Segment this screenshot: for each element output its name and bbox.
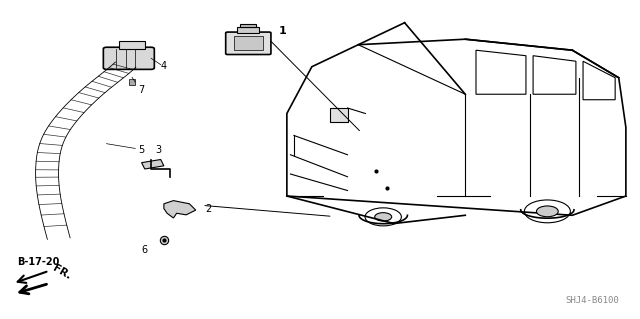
Circle shape: [536, 206, 558, 217]
Text: 2: 2: [205, 204, 212, 213]
Polygon shape: [330, 108, 348, 122]
FancyBboxPatch shape: [103, 47, 154, 69]
Text: 1: 1: [278, 26, 286, 36]
Text: FR.: FR.: [51, 263, 73, 281]
Bar: [119, 41, 145, 49]
Polygon shape: [141, 160, 164, 169]
FancyBboxPatch shape: [226, 32, 271, 55]
Text: 4: 4: [161, 61, 167, 71]
Text: SHJ4-B6100: SHJ4-B6100: [566, 296, 620, 305]
Bar: [237, 27, 259, 33]
Bar: [241, 24, 256, 27]
Polygon shape: [164, 201, 196, 218]
Circle shape: [375, 213, 392, 221]
Text: 7: 7: [138, 85, 145, 95]
Text: 5: 5: [138, 145, 145, 155]
Text: 6: 6: [142, 245, 148, 255]
Text: B-17-20: B-17-20: [17, 257, 60, 267]
Text: 3: 3: [156, 145, 162, 155]
Bar: [234, 36, 262, 50]
